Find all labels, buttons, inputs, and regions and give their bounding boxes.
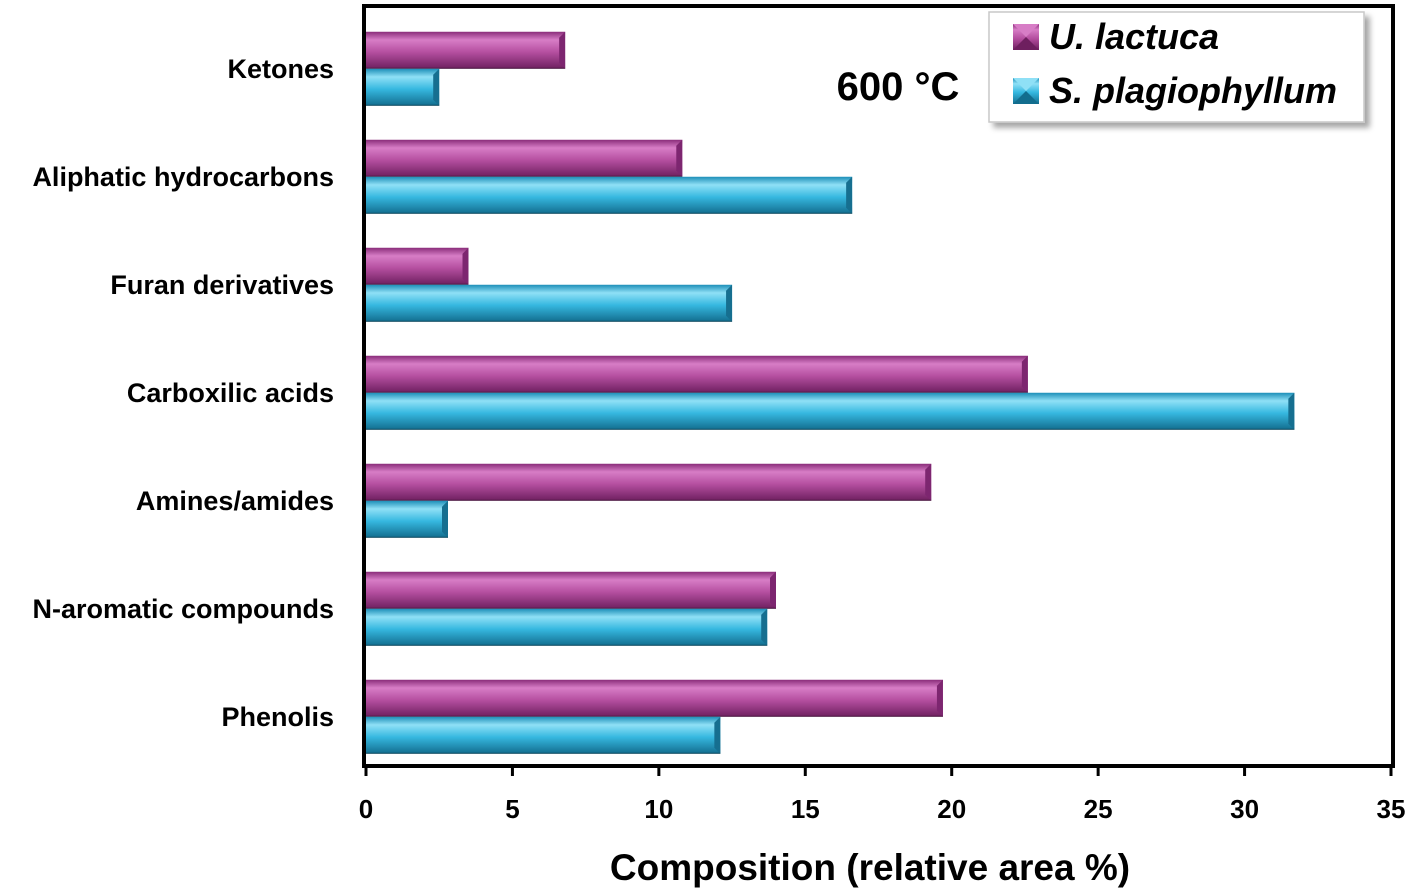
bar-u-lactuca <box>366 679 943 717</box>
bar-body <box>366 355 1028 393</box>
bar-shadow-line <box>366 104 440 106</box>
x-tick-label: 0 <box>359 794 373 824</box>
bar-body <box>366 68 440 106</box>
x-tick-label: 15 <box>791 794 820 824</box>
x-tick-label: 10 <box>644 794 673 824</box>
bar-end-cap <box>442 500 448 538</box>
bar-s-plagiophyllum <box>366 176 853 214</box>
bar-body <box>366 31 566 69</box>
bar-body <box>366 608 768 646</box>
plot-frame <box>362 4 1395 768</box>
x-tick-label: 35 <box>1377 794 1406 824</box>
bar-s-plagiophyllum <box>366 68 440 106</box>
bar-shadow-line <box>366 320 733 322</box>
bar-body <box>366 176 853 214</box>
bar-end-cap <box>676 139 683 177</box>
legend-box <box>988 11 1365 123</box>
bar-s-plagiophyllum <box>366 608 768 646</box>
bar-shadow-line <box>366 283 469 285</box>
x-axis-title: Composition (relative area %) <box>610 847 1130 888</box>
bar-end-cap <box>770 571 776 609</box>
bar-body <box>366 571 776 609</box>
bar-s-plagiophyllum <box>366 284 733 322</box>
bars-group <box>366 31 1295 754</box>
bar-end-cap <box>559 31 566 69</box>
bar-shadow-line <box>366 607 776 609</box>
bar-s-plagiophyllum <box>366 716 721 754</box>
bar-body <box>366 679 943 717</box>
bar-body <box>366 716 721 754</box>
x-tick-label: 25 <box>1084 794 1113 824</box>
bar-end-cap <box>433 68 440 106</box>
bar-body <box>366 500 448 538</box>
bar-s-plagiophyllum <box>366 392 1295 430</box>
bar-u-lactuca <box>366 247 469 285</box>
bar-end-cap <box>714 716 721 754</box>
legend-swatch <box>1013 78 1039 104</box>
category-label: N-aromatic compounds <box>32 594 334 624</box>
legend-label: S. plagiophyllum <box>1049 70 1337 111</box>
bar-shadow-line <box>366 391 1028 393</box>
bar-shadow-line <box>366 644 768 646</box>
x-tick-label: 20 <box>937 794 966 824</box>
bar-shadow-line <box>366 428 1295 430</box>
category-label: Phenolis <box>221 702 334 732</box>
bar-u-lactuca <box>366 571 776 609</box>
x-axis-ticks: 0 5 10 15 20 25 30 35 <box>359 766 1406 824</box>
y-axis-category-labels: Ketones Aliphatic hydrocarbons Furan deriv… <box>32 54 334 732</box>
bar-end-cap <box>846 176 853 214</box>
category-label: Carboxilic acids <box>127 378 334 408</box>
bar-u-lactuca <box>366 31 566 69</box>
bar-end-cap <box>726 284 733 322</box>
bar-u-lactuca <box>366 139 683 177</box>
bar-end-cap <box>1288 392 1295 430</box>
category-label: Amines/amides <box>136 486 334 516</box>
bar-shadow-line <box>366 212 853 214</box>
bar-body <box>366 139 683 177</box>
bar-u-lactuca <box>366 463 932 501</box>
bar-shadow-line <box>366 752 721 754</box>
temperature-annotation: 600 °C <box>837 65 960 109</box>
bar-end-cap <box>462 247 469 285</box>
bar-shadow-line <box>366 175 683 177</box>
bar-body <box>366 463 932 501</box>
bar-s-plagiophyllum <box>366 500 448 538</box>
x-tick-label: 30 <box>1230 794 1259 824</box>
bar-u-lactuca <box>366 355 1028 393</box>
category-label: Aliphatic hydrocarbons <box>32 162 334 192</box>
bar-shadow-line <box>366 536 448 538</box>
legend-swatch <box>1013 24 1039 50</box>
bar-end-cap <box>761 608 768 646</box>
category-label: Ketones <box>227 54 334 84</box>
legend: U. lactuca S. plagiophyllum <box>988 11 1365 123</box>
bar-body <box>366 247 469 285</box>
bar-body <box>366 284 733 322</box>
bar-shadow-line <box>366 715 943 717</box>
bar-end-cap <box>925 463 932 501</box>
category-label: Furan derivatives <box>110 270 334 300</box>
bar-end-cap <box>936 679 943 717</box>
bar-shadow-line <box>366 499 932 501</box>
legend-label: U. lactuca <box>1049 16 1219 57</box>
bar-end-cap <box>1021 355 1028 393</box>
bar-body <box>366 392 1295 430</box>
bar-shadow-line <box>366 67 566 69</box>
x-tick-label: 5 <box>505 794 519 824</box>
